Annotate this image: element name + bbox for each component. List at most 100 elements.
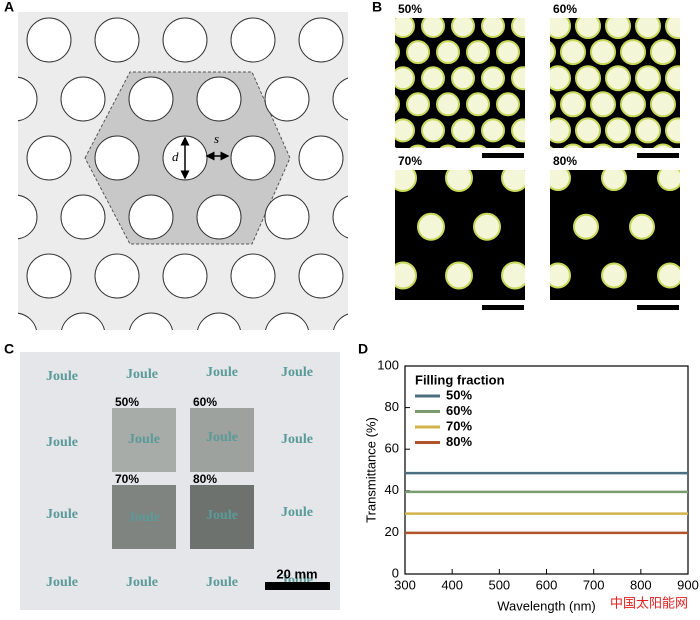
watermark: 中国太阳能网 <box>610 595 688 610</box>
particle <box>605 117 631 144</box>
particle <box>481 118 505 143</box>
particle <box>406 92 430 117</box>
particle <box>620 39 646 66</box>
hole <box>264 76 310 122</box>
particle <box>362 67 384 89</box>
x-tick-label: 900 <box>677 577 699 592</box>
particle <box>527 93 549 115</box>
panel-label: D <box>358 341 368 357</box>
photo-text: Joule <box>46 575 78 590</box>
particle <box>395 94 400 115</box>
particle <box>421 66 445 91</box>
particle <box>681 40 700 64</box>
particle <box>575 117 601 144</box>
particle <box>481 66 505 91</box>
scale-bar <box>637 305 679 310</box>
hole <box>298 135 344 181</box>
particle <box>421 18 445 38</box>
particle <box>395 118 415 143</box>
hole <box>60 76 106 122</box>
particle <box>530 311 556 337</box>
particles <box>518 170 700 336</box>
photo-text: Joule <box>46 435 78 450</box>
particle <box>406 40 430 65</box>
particle <box>550 170 571 191</box>
hole <box>162 17 208 63</box>
particle <box>563 143 583 148</box>
particle <box>635 65 661 92</box>
particle <box>590 39 616 66</box>
photo-text: Joule <box>126 575 158 590</box>
particle <box>550 65 571 92</box>
particle <box>469 144 487 148</box>
panel-label: B <box>372 0 382 15</box>
particle <box>681 92 700 116</box>
photo-text: Joule <box>281 365 313 380</box>
legend-label: 80% <box>446 434 472 449</box>
hole <box>18 194 38 240</box>
particle <box>550 18 571 39</box>
y-tick-label: 0 <box>392 565 399 580</box>
sample-label: 80% <box>193 472 217 486</box>
x-tick-label: 400 <box>441 577 463 592</box>
particle <box>362 119 384 141</box>
particle <box>573 213 599 240</box>
hole <box>61 312 105 330</box>
hole <box>0 136 3 180</box>
sample-label: 60% <box>193 395 217 409</box>
photo-text: Joule <box>206 575 238 590</box>
hole <box>265 312 309 330</box>
sample <box>112 485 176 549</box>
legend-label: 60% <box>446 403 472 418</box>
hole <box>333 0 377 3</box>
chart: 0 20 40 60 80 100 300 400 500 600 700 800 900 Wavelen… <box>363 357 698 613</box>
hole <box>230 135 276 181</box>
hole <box>197 312 241 330</box>
hole <box>128 194 174 240</box>
image-label: 60% <box>553 2 577 16</box>
particle <box>550 262 571 289</box>
particle <box>481 18 505 38</box>
particle <box>436 92 460 117</box>
photo-text: Joule <box>46 507 78 522</box>
particle <box>466 40 490 65</box>
particle <box>395 18 415 38</box>
legend-title: Filling fraction <box>415 372 505 387</box>
particle <box>686 215 700 239</box>
particle <box>497 0 519 11</box>
particle <box>518 312 542 336</box>
particles <box>362 0 549 148</box>
particle <box>590 91 616 118</box>
particle <box>635 18 661 39</box>
hole <box>333 313 348 330</box>
x-tick-label: 500 <box>488 577 510 592</box>
photo-text: Joule <box>46 369 78 384</box>
hole <box>26 253 72 299</box>
particle <box>409 144 427 148</box>
hole <box>298 17 344 63</box>
hole <box>26 17 72 63</box>
legend-label: 50% <box>446 387 472 402</box>
photo-text: Joule <box>206 430 238 445</box>
particle <box>531 0 555 12</box>
particle <box>496 92 520 117</box>
particle <box>550 41 556 64</box>
particle <box>445 261 473 290</box>
s-label: s <box>214 131 219 146</box>
scale-bar <box>637 153 679 158</box>
hole <box>26 135 72 181</box>
particle <box>601 170 627 191</box>
sample <box>190 408 254 472</box>
particle <box>451 118 475 143</box>
particle <box>657 262 680 289</box>
particle <box>437 0 459 11</box>
particle <box>499 144 517 148</box>
hole <box>332 77 348 121</box>
particle <box>621 0 645 12</box>
hole <box>0 254 3 298</box>
hole <box>129 0 173 3</box>
hole <box>18 76 38 122</box>
photo-text: Joule <box>281 505 313 520</box>
sample <box>190 485 254 549</box>
